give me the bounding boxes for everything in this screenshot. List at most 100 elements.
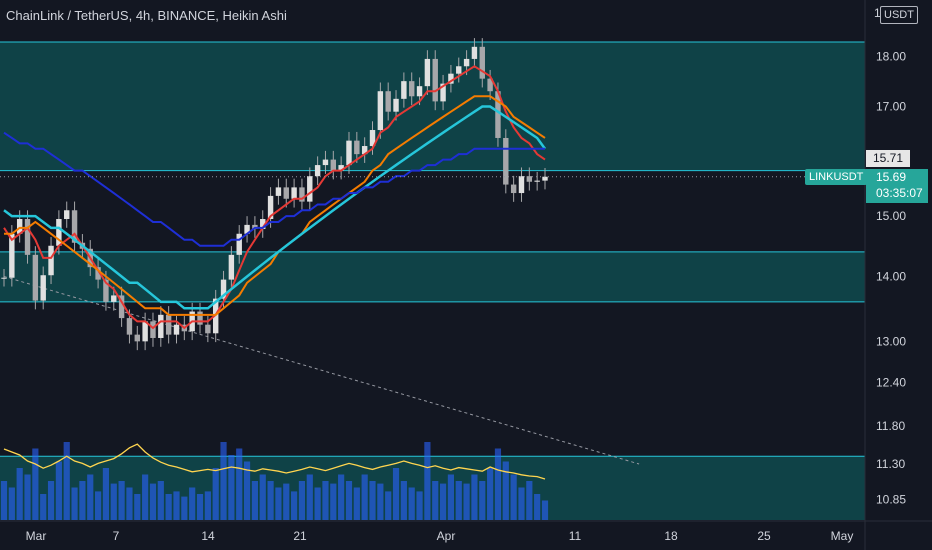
x-tick-label: 14 xyxy=(201,529,215,543)
y-tick-label: 17.00 xyxy=(876,100,906,114)
volume-bar xyxy=(71,487,78,520)
volume-bar xyxy=(518,487,525,520)
candle-body xyxy=(369,130,376,147)
y-tick-label: 13.00 xyxy=(876,334,906,348)
candle-body xyxy=(95,267,101,280)
ticker-label: LINKUSDT xyxy=(805,169,868,185)
volume-bar xyxy=(259,474,266,520)
candle-body xyxy=(32,254,39,301)
volume-bar xyxy=(416,491,423,520)
volume-bar xyxy=(149,483,157,520)
candle-body xyxy=(314,165,321,177)
candle-body xyxy=(260,219,266,230)
candle-body xyxy=(9,233,15,278)
volume-bar xyxy=(110,483,117,520)
candle-body xyxy=(393,98,399,112)
candle-body xyxy=(377,91,384,131)
volume-bar xyxy=(471,474,478,520)
volume-bar xyxy=(142,474,149,520)
volume-bar xyxy=(8,487,15,520)
volume-bar xyxy=(479,481,486,520)
moving-average-red xyxy=(3,65,546,330)
candle-body xyxy=(118,295,125,319)
volume-bar xyxy=(40,494,47,520)
volume-bar xyxy=(377,483,384,520)
volume-bar xyxy=(220,442,227,520)
volume-bar xyxy=(134,494,141,520)
candle-body xyxy=(134,334,140,342)
volume-bar xyxy=(392,468,400,520)
candle-body xyxy=(24,219,31,255)
volume-bar xyxy=(494,448,502,520)
moving-average-blue xyxy=(3,131,545,247)
candle-body xyxy=(71,210,78,243)
currency-button[interactable]: USDT xyxy=(880,6,918,24)
level-price-label: 15.71 xyxy=(866,150,910,167)
volume-bar xyxy=(345,481,353,520)
y-tick-label: 18.00 xyxy=(876,49,906,63)
candle-body xyxy=(338,165,344,171)
candle-body xyxy=(205,324,211,334)
candle-body xyxy=(322,159,329,166)
volume-bar xyxy=(385,491,392,520)
volume-bar xyxy=(32,448,39,520)
candle-body xyxy=(440,83,446,102)
candle-body xyxy=(267,195,274,220)
candle-body xyxy=(518,176,525,194)
volume-bar xyxy=(102,468,110,520)
candle-body xyxy=(409,81,415,97)
candle-body xyxy=(244,224,250,234)
candle-body xyxy=(40,275,46,301)
candle-body xyxy=(283,187,289,199)
volume-bar xyxy=(55,461,62,520)
volume-bar xyxy=(0,481,8,520)
candle-body xyxy=(56,219,62,246)
volume-bar xyxy=(369,481,376,520)
candle-body xyxy=(385,91,391,112)
volume-bar xyxy=(94,491,102,520)
volume-bar xyxy=(173,491,180,520)
volume-bar xyxy=(353,487,360,520)
last-price-label: 15.69 03:35:07 xyxy=(866,169,928,203)
moving-average-cyan xyxy=(3,105,547,310)
candle-body xyxy=(424,58,431,87)
candle-body xyxy=(526,176,533,182)
trendline xyxy=(3,275,640,465)
candle-body xyxy=(126,318,133,335)
candle-body xyxy=(463,58,470,67)
candle-body xyxy=(158,314,164,338)
candle-body xyxy=(432,58,438,102)
volume-bar xyxy=(196,494,204,520)
candle-body xyxy=(456,66,462,74)
y-tick-label: 11.80 xyxy=(876,419,905,433)
volume-bar xyxy=(275,487,282,520)
volume-bar xyxy=(24,474,31,520)
zone-0 xyxy=(0,42,865,171)
candle-body xyxy=(495,91,501,138)
moving-average-orange xyxy=(4,95,546,316)
volume-bar xyxy=(157,481,164,520)
candle-body xyxy=(64,210,70,220)
volume-bar xyxy=(63,442,70,520)
candle-body xyxy=(479,46,485,79)
volume-bar xyxy=(424,442,431,520)
volume-bar xyxy=(510,474,517,520)
candle-body xyxy=(510,184,517,194)
candle-body xyxy=(275,187,282,196)
candle-body xyxy=(16,219,23,234)
volume-bar xyxy=(228,455,235,520)
volume-bar xyxy=(189,487,196,520)
volume-bar xyxy=(502,461,509,520)
y-tick-label: 10.85 xyxy=(876,493,906,507)
volume-bar xyxy=(314,487,321,520)
volume-bar xyxy=(330,483,337,520)
y-tick-label: 15.00 xyxy=(876,209,906,223)
candle-body xyxy=(534,180,540,182)
volume-bar xyxy=(87,474,94,520)
candle-body xyxy=(299,187,305,202)
candle-body xyxy=(503,137,509,185)
volume-bar xyxy=(432,481,439,520)
candle-body xyxy=(173,324,180,335)
